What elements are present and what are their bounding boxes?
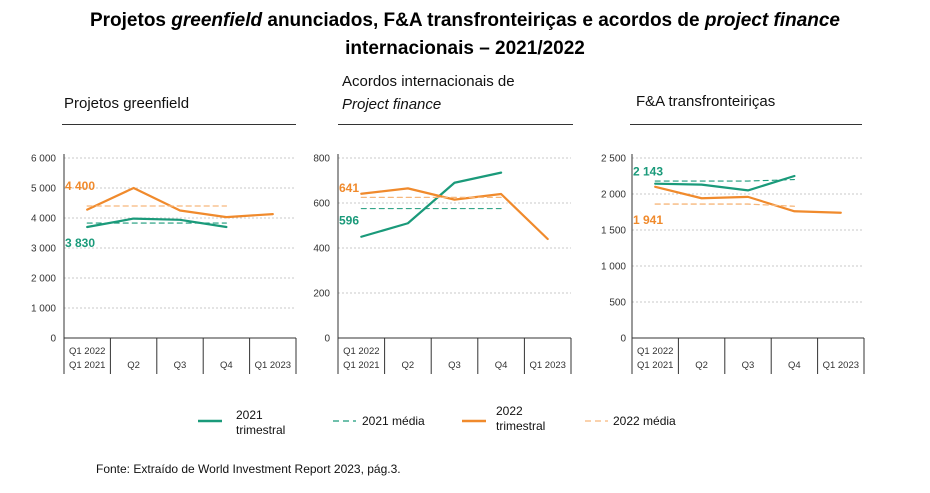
- data-label-avg2021: 3 830: [65, 236, 95, 250]
- x-tick-label: Q1 2022: [637, 346, 673, 357]
- y-tick-label: 6 000: [31, 154, 56, 165]
- data-label-avg2022: 4 400: [65, 179, 95, 193]
- x-tick-label: Q1 2021: [637, 360, 673, 371]
- x-tick-label: Q4: [788, 360, 801, 371]
- series-line-quarterly-2021: [360, 171, 503, 238]
- panel-title-greenfield: Projetos greenfield: [64, 95, 190, 112]
- x-tick-label: Q1 2021: [69, 360, 105, 371]
- data-label-avg2022: 641: [339, 181, 359, 195]
- panel-title-project-finance-2: Project finance: [342, 96, 442, 113]
- x-tick-label: Q4: [220, 360, 233, 371]
- x-tick-label: Q3: [448, 360, 461, 371]
- y-tick-label: 2 000: [601, 190, 626, 201]
- series-line-quarterly-2021: [654, 174, 796, 192]
- x-tick-label: Q2: [695, 360, 708, 371]
- x-tick-label: Q1 2021: [343, 360, 379, 371]
- y-tick-label: 1 000: [31, 304, 56, 315]
- series-line-quarterly-2022: [86, 186, 274, 219]
- series-line-average-2021: [654, 179, 795, 182]
- series-line-quarterly-2022: [360, 187, 549, 241]
- source-note: Fonte: Extraído de World Investment Repo…: [96, 462, 401, 476]
- x-tick-label: Q2: [402, 360, 415, 371]
- x-tick-label: Q1 2023: [529, 360, 565, 371]
- data-label-avg2021: 596: [339, 214, 359, 228]
- x-tick-label: Q1 2023: [255, 360, 291, 371]
- y-tick-label: 400: [313, 244, 330, 255]
- legend-avg2022: 2022 média: [613, 414, 676, 428]
- data-label-avg2022: 1 941: [633, 213, 663, 227]
- panel-rule-project-finance: [338, 124, 573, 125]
- y-tick-label: 0: [620, 334, 626, 345]
- panel-rule-ma: [630, 124, 862, 125]
- legend-2021: 2021 trimestral: [236, 408, 286, 437]
- panel-rule-greenfield: [62, 124, 296, 125]
- y-tick-label: 1 000: [601, 262, 626, 273]
- x-tick-label: Q1 2023: [823, 360, 859, 371]
- legend-avg2021: 2021 média: [362, 414, 425, 428]
- title-italic-greenfield: greenfield: [171, 10, 263, 31]
- y-tick-label: 500: [609, 298, 626, 309]
- y-tick-label: 1 500: [601, 226, 626, 237]
- series-line-quarterly-2022: [654, 185, 842, 214]
- data-label-avg2021: 2 143: [633, 165, 663, 179]
- y-tick-label: 3 000: [31, 244, 56, 255]
- x-tick-label: Q1 2022: [69, 346, 105, 357]
- x-tick-label: Q4: [495, 360, 508, 371]
- panel-title-project-finance-1: Acordos internacionais de: [342, 73, 515, 90]
- legend-2022: 2022 trimestral: [496, 404, 546, 433]
- series-line-average-2022: [654, 203, 796, 207]
- y-tick-label: 0: [324, 334, 330, 345]
- x-tick-label: Q3: [742, 360, 755, 371]
- figure-title-line1: Projetos greenfield anunciados, F&A tran…: [89, 10, 841, 31]
- y-tick-label: 2 000: [31, 274, 56, 285]
- y-tick-label: 600: [313, 199, 330, 210]
- y-tick-label: 0: [50, 334, 56, 345]
- y-tick-label: 800: [313, 154, 330, 165]
- y-tick-label: 200: [313, 289, 330, 300]
- x-tick-label: Q1 2022: [343, 346, 379, 357]
- y-tick-label: 4 000: [31, 214, 56, 225]
- x-tick-label: Q2: [127, 360, 140, 371]
- title-italic-project-finance: project finance: [704, 10, 841, 31]
- y-tick-label: 5 000: [31, 184, 56, 195]
- figure-title-line2: internacionais – 2021/2022: [345, 38, 585, 59]
- y-tick-label: 2 500: [601, 154, 626, 165]
- panel-title-ma: F&A transfronteiriças: [636, 93, 776, 110]
- x-tick-label: Q3: [174, 360, 187, 371]
